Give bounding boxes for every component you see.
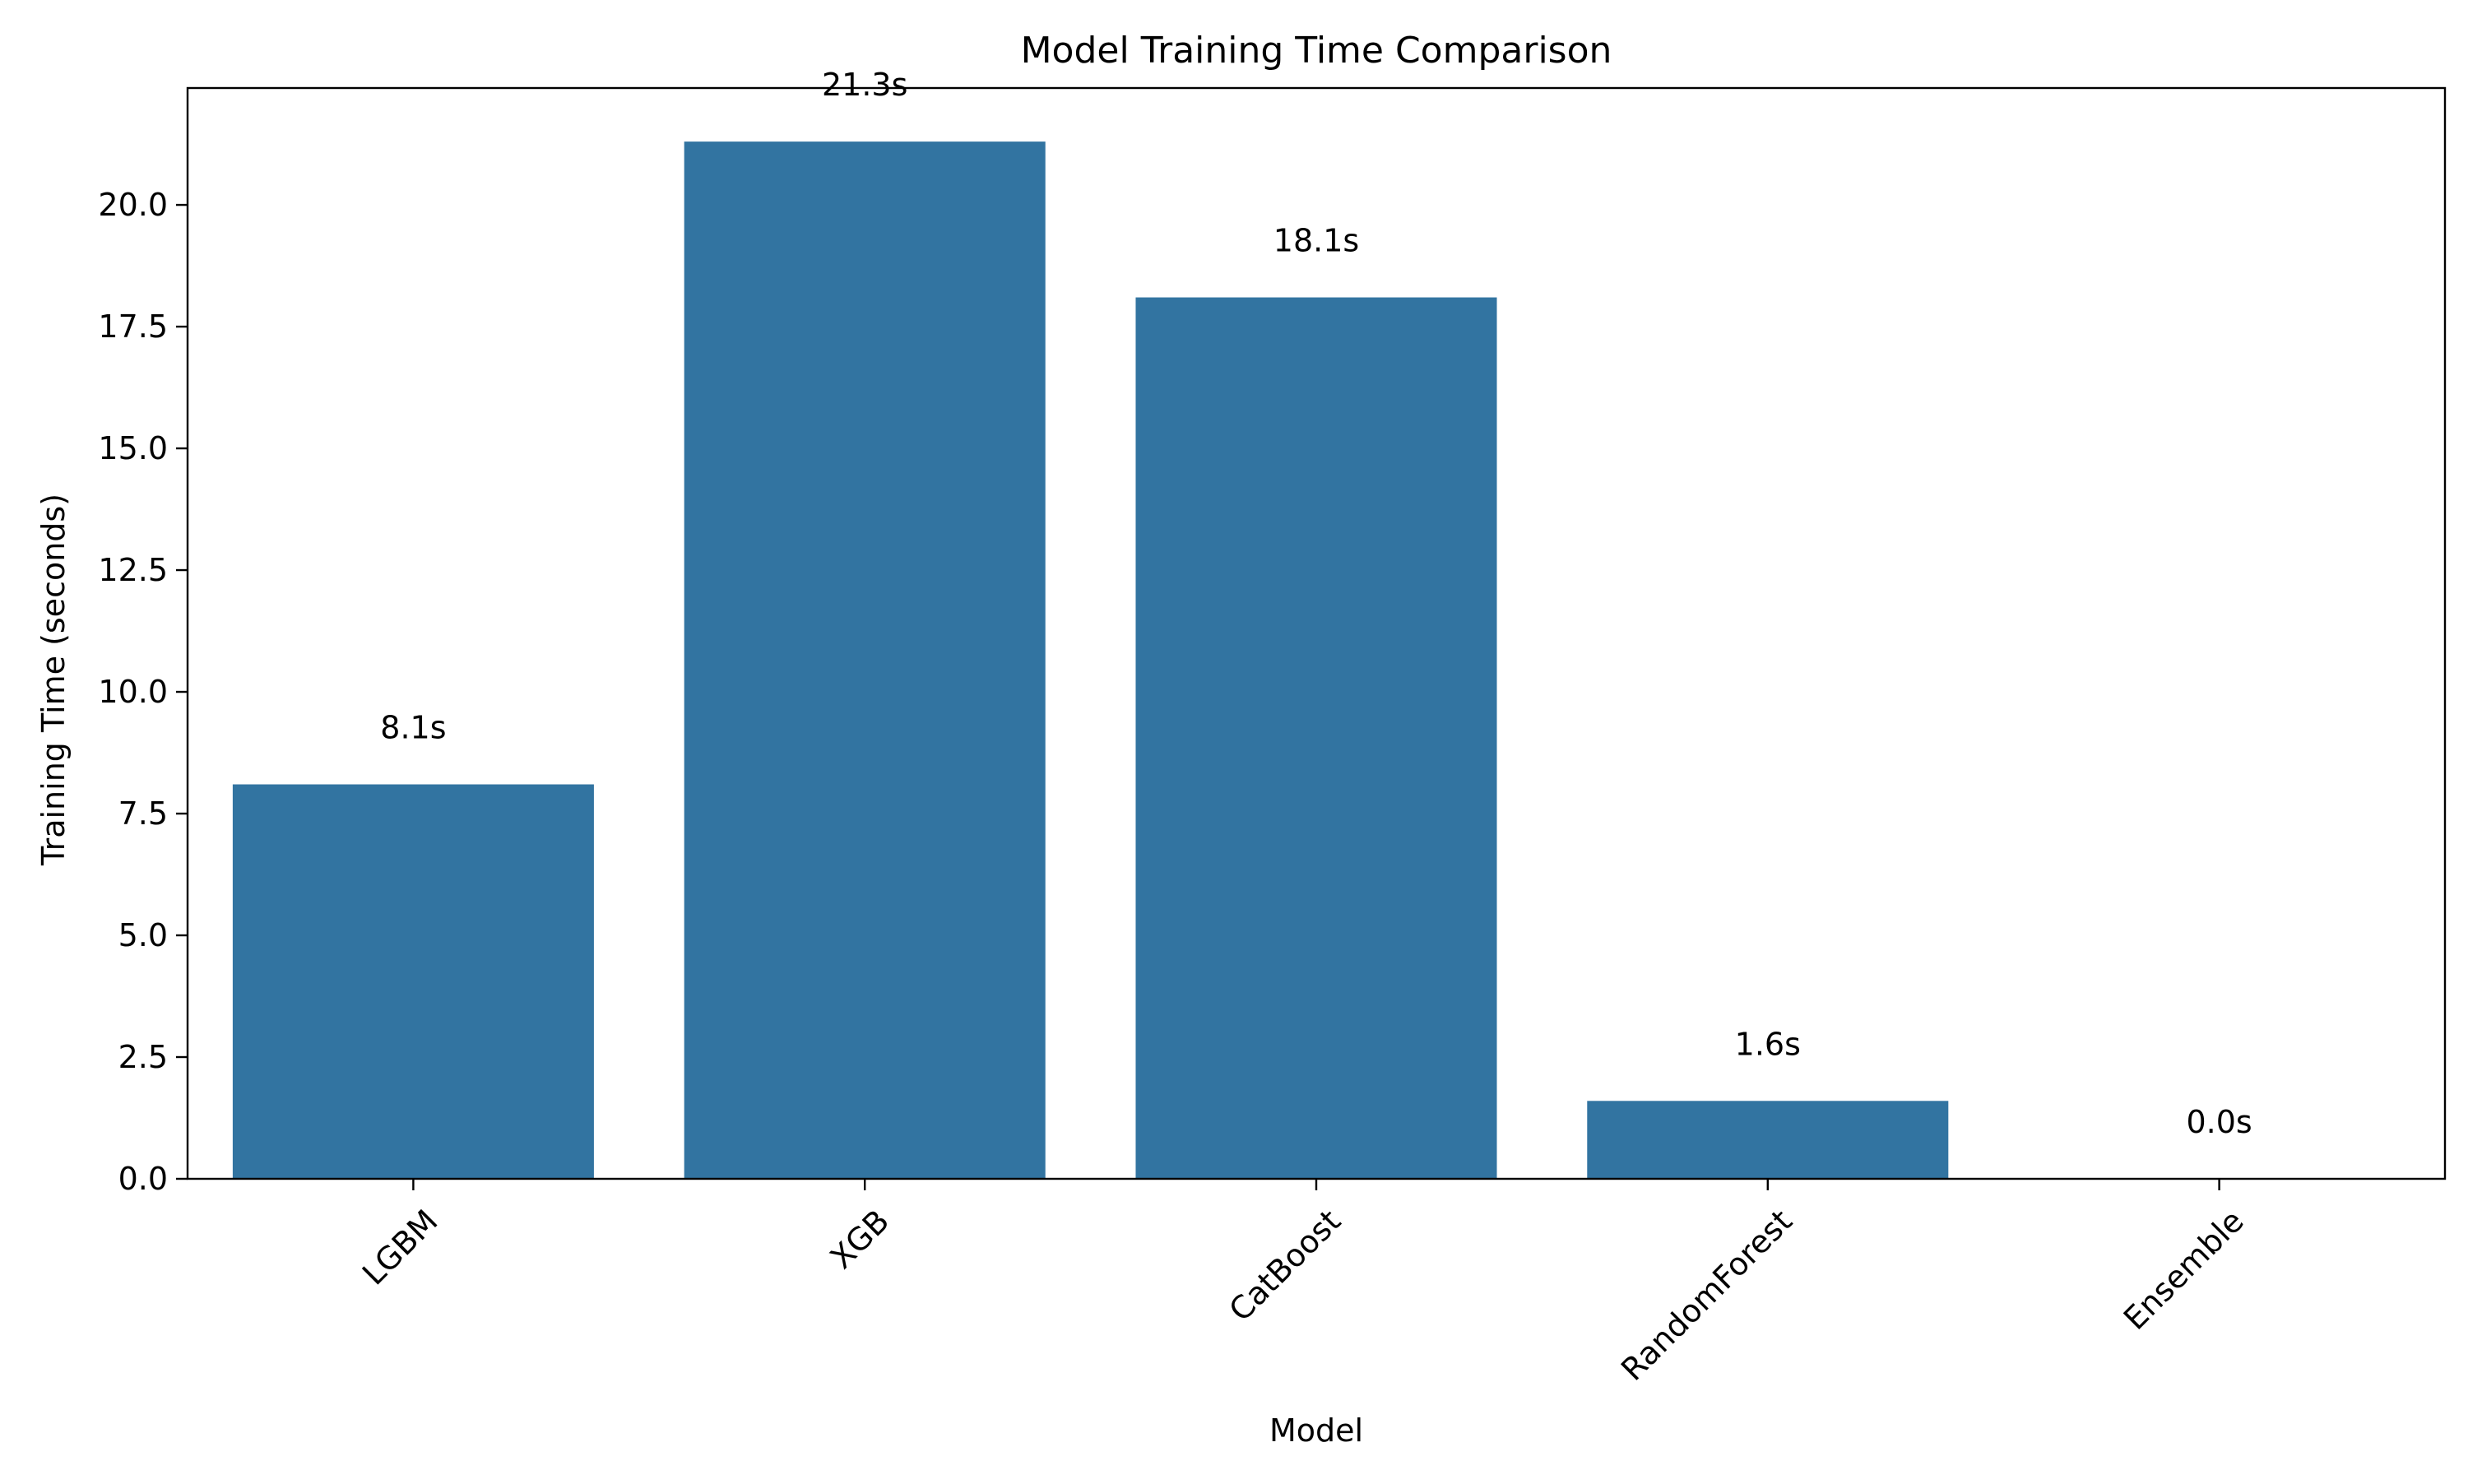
bar-randomforest <box>1587 1101 1949 1179</box>
data-label-randomforest: 1.6s <box>1735 1026 1801 1062</box>
plot-area: 8.1s LGBM 21.3s XGB 18.1s CatBoost 1.6s RandomF… <box>98 67 2447 1388</box>
data-label-xgb: 21.3s <box>822 67 907 103</box>
bar-lgbm <box>232 784 594 1179</box>
x-axis-label: Model <box>1269 1412 1363 1449</box>
axes-frame <box>186 86 2447 1180</box>
x-tick-label-ensemble: Ensemble <box>2117 1203 2251 1337</box>
y-tick-label: 12.5 <box>98 552 168 588</box>
y-tick-label: 10.0 <box>98 674 168 710</box>
data-label-ensemble: 0.0s <box>2186 1104 2252 1140</box>
bar-xgb <box>684 141 1046 1179</box>
y-tick-label: 5.0 <box>118 917 168 953</box>
y-tick-label: 2.5 <box>118 1039 168 1075</box>
y-tick-label: 17.5 <box>98 308 168 345</box>
bar-catboost <box>1135 297 1497 1179</box>
data-label-catboost: 18.1s <box>1273 223 1359 259</box>
y-tick-label: 20.0 <box>98 187 168 223</box>
data-label-lgbm: 8.1s <box>380 710 446 746</box>
x-tick-label-xgb: XGB <box>823 1203 897 1276</box>
y-tick-label: 0.0 <box>118 1161 168 1197</box>
chart-title: Model Training Time Comparison <box>1021 30 1612 72</box>
x-tick-label-catboost: CatBoost <box>1222 1203 1348 1329</box>
x-tick-label-lgbm: LGBM <box>355 1203 445 1292</box>
y-axis-label: Training Time (seconds) <box>35 494 72 866</box>
y-tick-label: 7.5 <box>118 795 168 832</box>
x-tick-label-randomforest: RandomForest <box>1614 1203 1799 1388</box>
y-tick-label: 15.0 <box>98 430 168 466</box>
